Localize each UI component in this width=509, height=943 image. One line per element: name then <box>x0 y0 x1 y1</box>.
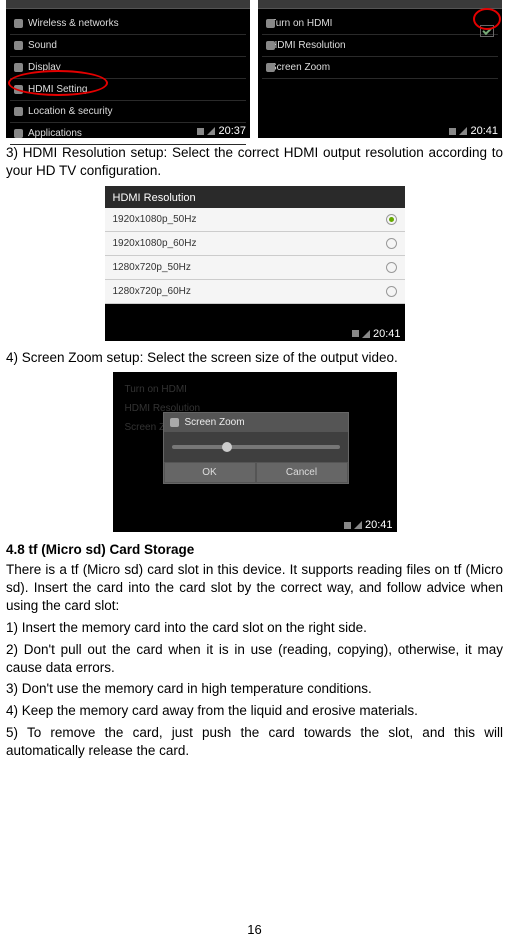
hdmi-topbar <box>258 0 502 9</box>
bullet-2: 2) Don't pull out the card when it is in… <box>6 641 503 677</box>
bullet-3: 3) Don't use the memory card in high tem… <box>6 680 503 698</box>
ok-button[interactable]: OK <box>164 462 256 483</box>
dialog-actions: OK Cancel <box>164 462 348 483</box>
signal-icon <box>354 521 362 529</box>
dialog-header: Screen Zoom <box>164 413 348 432</box>
settings-item-wireless: Wireless & networks <box>10 13 246 35</box>
wifi-icon <box>344 522 351 529</box>
settings-item-sound: Sound <box>10 35 246 57</box>
bullet-4: 4) Keep the memory card away from the li… <box>6 702 503 720</box>
zoom-slider[interactable] <box>172 445 340 449</box>
settings-screenshot-right: Turn on HDMI HDMI Resolution Screen Zoom… <box>258 0 502 138</box>
resolution-screenshot: HDMI Resolution 1920x1080p_50Hz 1920x108… <box>105 186 405 341</box>
resolution-option-list: 1920x1080p_50Hz 1920x1080p_60Hz 1280x720… <box>105 208 405 304</box>
status-time: 20:41 <box>365 519 393 531</box>
page-number: 16 <box>0 922 509 937</box>
screen-zoom-dialog: Screen Zoom OK Cancel <box>163 412 349 484</box>
dialog-title: Screen Zoom <box>185 417 245 428</box>
settings-screenshot-left: Wireless & networks Sound Display HDMI S… <box>6 0 250 138</box>
signal-icon <box>362 330 370 338</box>
wifi-icon <box>352 330 359 337</box>
radio-icon <box>386 214 397 225</box>
dialog-body <box>164 432 348 462</box>
section-intro: There is a tf (Micro sd) card slot in th… <box>6 561 503 614</box>
slider-thumb[interactable] <box>222 442 232 452</box>
hdmi-menu-list: Turn on HDMI HDMI Resolution Screen Zoom <box>258 9 502 83</box>
status-time: 20:41 <box>373 328 401 340</box>
status-bar-res: 20:41 <box>352 327 401 341</box>
status-time: 20:37 <box>218 125 246 137</box>
status-bar-left: 20:37 <box>197 124 246 138</box>
wifi-icon <box>197 128 204 135</box>
signal-icon <box>459 127 467 135</box>
cancel-button[interactable]: Cancel <box>256 462 348 483</box>
radio-icon <box>386 286 397 297</box>
radio-icon <box>386 238 397 249</box>
settings-item-hdmi: HDMI Setting <box>10 79 246 101</box>
hdmi-item-resolution: HDMI Resolution <box>262 35 498 57</box>
settings-item-display: Display <box>10 57 246 79</box>
paragraph-zoom: 4) Screen Zoom setup: Select the screen … <box>6 349 503 367</box>
dialog-icon <box>170 418 179 427</box>
signal-icon <box>207 127 215 135</box>
zoom-screenshot: Turn on HDMI HDMI Resolution Screen Zoom… <box>113 372 397 532</box>
document-page: Wireless & networks Sound Display HDMI S… <box>0 0 509 943</box>
status-bar-zoom: 20:41 <box>344 518 393 532</box>
status-bar-right: 20:41 <box>449 124 498 138</box>
section-title-storage: 4.8 tf (Micro sd) Card Storage <box>6 542 503 557</box>
resolution-option: 1920x1080p_50Hz <box>105 208 405 232</box>
hdmi-item-turn-on: Turn on HDMI <box>262 13 498 35</box>
radio-icon <box>386 262 397 273</box>
ghost-item: Turn on HDMI <box>119 380 391 399</box>
bullet-1: 1) Insert the memory card into the card … <box>6 619 503 637</box>
settings-item-location: Location & security <box>10 101 246 123</box>
resolution-option: 1280x720p_60Hz <box>105 280 405 304</box>
status-time: 20:41 <box>470 125 498 137</box>
paragraph-resolution: 3) HDMI Resolution setup: Select the cor… <box>6 144 503 180</box>
resolution-option: 1920x1080p_60Hz <box>105 232 405 256</box>
resolution-dialog-title: HDMI Resolution <box>105 186 405 208</box>
hdmi-item-zoom: Screen Zoom <box>262 57 498 79</box>
screenshot-row-1: Wireless & networks Sound Display HDMI S… <box>6 0 503 138</box>
wifi-icon <box>449 128 456 135</box>
settings-topbar <box>6 0 250 9</box>
resolution-option: 1280x720p_50Hz <box>105 256 405 280</box>
bullet-5: 5) To remove the card, just push the car… <box>6 724 503 760</box>
